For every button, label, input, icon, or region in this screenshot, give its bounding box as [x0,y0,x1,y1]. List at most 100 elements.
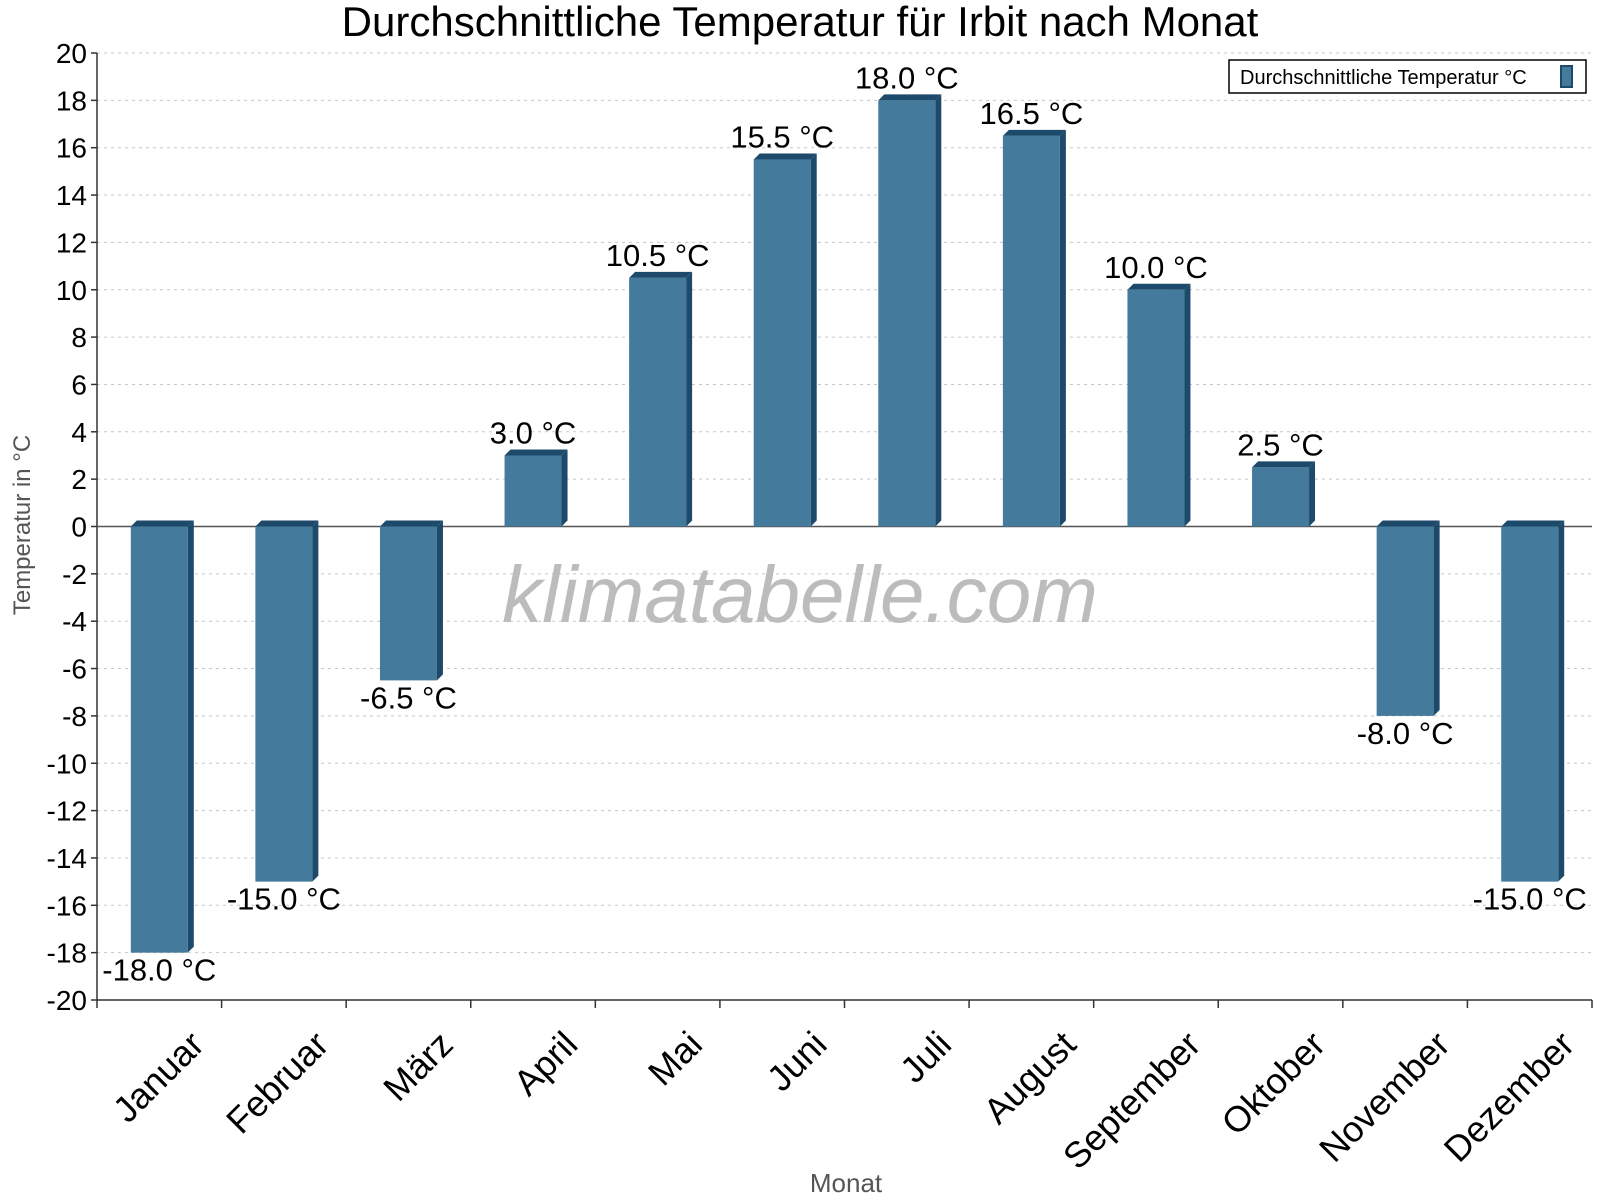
x-tick-label: Mai [640,1023,710,1093]
bar-side [1433,520,1440,716]
y-tick-label: 10 [56,275,87,306]
bar-top [504,449,568,456]
legend-entry-label: Durchschnittliche Temperatur °C [1240,67,1527,89]
data-label: -15.0 °C [1473,882,1587,917]
bar-side [1558,520,1565,882]
bar-front [1376,526,1434,716]
y-axis-label: Temperatur in °C [9,435,36,615]
bar [504,449,568,527]
bar [1252,461,1316,527]
bar [1501,520,1565,882]
bar-front [130,526,188,953]
bar-front [753,159,811,527]
chart-title: Durchschnittliche Temperatur für Irbit n… [342,0,1259,45]
x-tick-label: September [1055,1023,1209,1177]
x-tick-label: März [375,1023,461,1109]
data-label: 18.0 °C [855,60,959,95]
data-label: -15.0 °C [227,882,341,917]
bar-side [187,520,194,953]
watermark: klimatabelle.com [502,550,1098,639]
x-tick-label: April [505,1023,585,1103]
bar-side [561,449,568,527]
bars [130,94,1565,953]
legend-box [1228,59,1587,94]
bar-top [878,94,942,101]
y-tick-label: -20 [47,985,87,1016]
x-tick-label: Juni [759,1023,835,1099]
bar-front [379,526,437,681]
axes [91,52,1593,1008]
data-label: 10.0 °C [1104,250,1208,285]
bar [255,520,319,882]
bar-top [1501,520,1565,527]
legend: Durchschnittliche Temperatur °C [1228,59,1587,94]
bar-top [255,520,319,527]
data-labels: -18.0 °C -15.0 °C -6.5 °C 3.0 °C 10.5 °C 15.5… [102,60,1586,987]
bar-top [130,520,194,527]
bar-top [379,520,443,527]
bar-side [686,271,693,527]
y-tick-label: 14 [56,180,87,211]
legend-swatch [1560,65,1573,88]
data-label: 10.5 °C [606,238,710,273]
bar-front [629,277,687,527]
bar-side [1059,129,1066,527]
bar [878,94,942,527]
data-label: -18.0 °C [102,953,216,988]
y-tick-label: 18 [56,85,87,116]
bar-front [878,100,936,527]
y-tick-label: 6 [71,369,87,400]
bar-side [810,153,817,527]
bar-side [1184,283,1191,527]
bar [1376,520,1440,716]
y-tick-label: -8 [62,701,87,732]
bar-front [1127,289,1185,527]
data-label: 16.5 °C [980,96,1084,131]
bar-top [753,153,817,160]
y-tick-label: -4 [62,606,87,637]
x-tick-label: Dezember [1436,1023,1582,1169]
bar-front [1252,467,1310,527]
bar-front [504,455,562,527]
x-axis-label: Monat [810,1168,883,1198]
bar-front [255,526,313,882]
y-tick-label: -6 [62,654,87,685]
bar [379,520,443,681]
data-label: 2.5 °C [1237,427,1324,462]
bar-front [1501,526,1559,882]
data-label: -8.0 °C [1357,716,1454,751]
bar [629,271,693,527]
x-tick-label: Januar [105,1023,212,1130]
y-tick-label: -12 [47,796,87,827]
bar-side [436,520,443,681]
y-tick-label: -10 [47,748,87,779]
x-tick-label: Juli [892,1023,959,1090]
x-tick-label: Oktober [1213,1023,1333,1143]
bar [1002,129,1066,527]
y-tick-labels: -20-18-16-14-12-10-8-6-4-202468101214161… [47,38,87,1016]
y-tick-label: 8 [71,322,87,353]
bar-front [1002,135,1060,527]
data-label: 15.5 °C [730,120,834,155]
bar [130,520,194,953]
y-tick-label: 2 [71,464,87,495]
data-label: -6.5 °C [360,680,457,715]
data-label: 3.0 °C [490,415,577,450]
bar-top [1252,461,1316,468]
bar-side [935,94,942,527]
y-tick-label: -18 [47,938,87,969]
bar [1127,283,1191,527]
x-tick-label: Februar [218,1023,336,1141]
y-tick-label: -2 [62,559,87,590]
y-tick-label: 0 [71,512,87,543]
x-tick-label: November [1311,1023,1457,1169]
grid-lines [97,52,1592,954]
bar-side [312,520,319,882]
bar-top [1376,520,1440,527]
y-tick-label: 12 [56,227,87,258]
bar-side [1309,461,1316,527]
bar-top [1002,129,1066,136]
bar-top [629,271,693,278]
x-tick-labels: Januar Februar März April Mai Juni Juli AugustS… [105,1023,1582,1177]
